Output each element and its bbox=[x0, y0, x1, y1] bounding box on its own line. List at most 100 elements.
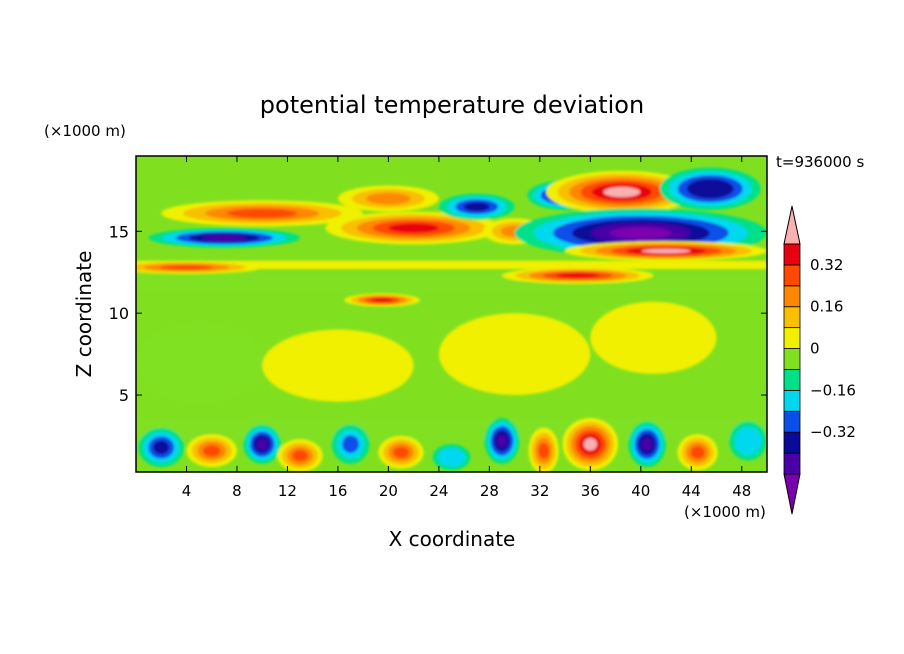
contour-region bbox=[136, 275, 767, 292]
x-tick-label: 44 bbox=[682, 482, 701, 500]
y-axis-label: Z coordinate bbox=[72, 251, 96, 378]
y-axis: 5 10 15 bbox=[109, 222, 767, 405]
contour-region bbox=[277, 439, 323, 472]
contour-region bbox=[438, 313, 591, 396]
contour-shell bbox=[496, 434, 508, 448]
contour-region bbox=[331, 424, 370, 464]
y-tick-label: 15 bbox=[109, 222, 129, 241]
contour-region bbox=[546, 170, 698, 214]
colorbar-label: 0 bbox=[810, 340, 820, 358]
contour-shell bbox=[438, 313, 591, 396]
contour-shell bbox=[342, 435, 359, 453]
contour-region bbox=[262, 329, 414, 402]
colorbar-label: −0.32 bbox=[810, 423, 856, 441]
contour-shell bbox=[556, 273, 600, 278]
contour-band bbox=[136, 275, 767, 292]
contour-shell bbox=[610, 226, 672, 239]
contour-region bbox=[378, 435, 424, 469]
colorbar-arrow-low bbox=[783, 473, 801, 515]
x-axis: 4 8 12 16 20 24 28 32 36 40 44 48 bbox=[182, 156, 751, 500]
contour-shell bbox=[262, 329, 414, 402]
colorbar-segment bbox=[783, 452, 801, 475]
contour-shell bbox=[292, 449, 308, 462]
x-tick-label: 20 bbox=[379, 482, 398, 500]
contour-shell bbox=[695, 182, 725, 195]
y-tick-label: 10 bbox=[109, 304, 129, 323]
contour-region bbox=[337, 185, 439, 212]
contour-shell bbox=[388, 223, 439, 233]
contour-shell bbox=[153, 440, 170, 455]
y-unit-label: (×1000 m) bbox=[44, 122, 126, 140]
chart-title: potential temperature deviation bbox=[260, 91, 644, 119]
contour-shell bbox=[160, 265, 213, 270]
contour-region bbox=[484, 417, 520, 464]
x-unit-label: (×1000 m) bbox=[684, 503, 766, 521]
contour-shell bbox=[538, 442, 549, 459]
contour-regions bbox=[136, 167, 767, 472]
contour-shell bbox=[371, 298, 393, 302]
contour-region bbox=[501, 267, 654, 284]
plot-frame bbox=[135, 155, 768, 473]
contour-region bbox=[136, 321, 263, 404]
contour-shell bbox=[393, 446, 409, 459]
contour-shell bbox=[202, 445, 221, 457]
contour-shell bbox=[603, 186, 641, 198]
y-tick-label: 5 bbox=[119, 386, 129, 405]
colorbar-label: −0.16 bbox=[810, 381, 856, 399]
colorbar-segment bbox=[783, 389, 801, 412]
contour-shell bbox=[256, 438, 268, 450]
colorbar-segment bbox=[783, 410, 801, 433]
contour-shell bbox=[227, 208, 298, 218]
colorbar-label: 0.32 bbox=[810, 256, 843, 274]
contour-region bbox=[325, 211, 502, 245]
contour-shell bbox=[365, 192, 411, 205]
contour-shell bbox=[641, 248, 691, 254]
contour-band bbox=[136, 260, 767, 269]
contour-region bbox=[528, 427, 559, 472]
x-axis-label: X coordinate bbox=[389, 527, 516, 551]
colorbar-segment bbox=[783, 369, 801, 391]
colorbar-segment bbox=[783, 431, 801, 454]
x-tick-label: 40 bbox=[631, 482, 650, 500]
contour-region bbox=[432, 444, 471, 471]
contour-shell bbox=[583, 437, 598, 451]
colorbar-segment bbox=[783, 348, 801, 370]
x-tick-label: 8 bbox=[232, 482, 242, 500]
contour-region bbox=[438, 193, 515, 220]
contour-region bbox=[565, 241, 767, 261]
contour-shell bbox=[590, 301, 717, 374]
colorbar: 0.32 0.16 0 −0.16 −0.32 bbox=[783, 205, 856, 515]
contour-region bbox=[136, 260, 263, 274]
contour-shell bbox=[463, 202, 490, 212]
x-tick-label: 4 bbox=[182, 482, 192, 500]
colorbar-segment bbox=[783, 285, 801, 308]
contour-region bbox=[161, 200, 364, 227]
x-tick-label: 12 bbox=[278, 482, 297, 500]
contour-shell bbox=[739, 432, 757, 450]
contour-shell bbox=[641, 437, 653, 451]
contour-region bbox=[136, 419, 767, 440]
colorbar-segment bbox=[783, 306, 801, 329]
contour-region bbox=[148, 228, 301, 248]
colorbar-label: 0.16 bbox=[810, 298, 843, 316]
contour-band bbox=[136, 419, 767, 440]
colorbar-segment bbox=[783, 327, 801, 349]
colorbar-segment bbox=[783, 264, 801, 287]
contour-region bbox=[729, 421, 767, 461]
colorbar-arrow-high bbox=[783, 205, 801, 245]
contour-shell bbox=[202, 235, 246, 241]
contour-region bbox=[659, 167, 761, 211]
contour-region bbox=[138, 427, 184, 468]
contour-region bbox=[562, 417, 619, 471]
plot-area bbox=[136, 156, 767, 472]
contour-region bbox=[344, 293, 420, 307]
contour-region bbox=[186, 434, 237, 468]
contour-region bbox=[677, 434, 718, 471]
colorbar-segment bbox=[783, 243, 801, 266]
contour-region bbox=[136, 260, 767, 269]
contour-region bbox=[243, 424, 282, 464]
contour-shell bbox=[136, 321, 263, 404]
x-tick-label: 16 bbox=[328, 482, 347, 500]
x-tick-label: 48 bbox=[732, 482, 751, 500]
